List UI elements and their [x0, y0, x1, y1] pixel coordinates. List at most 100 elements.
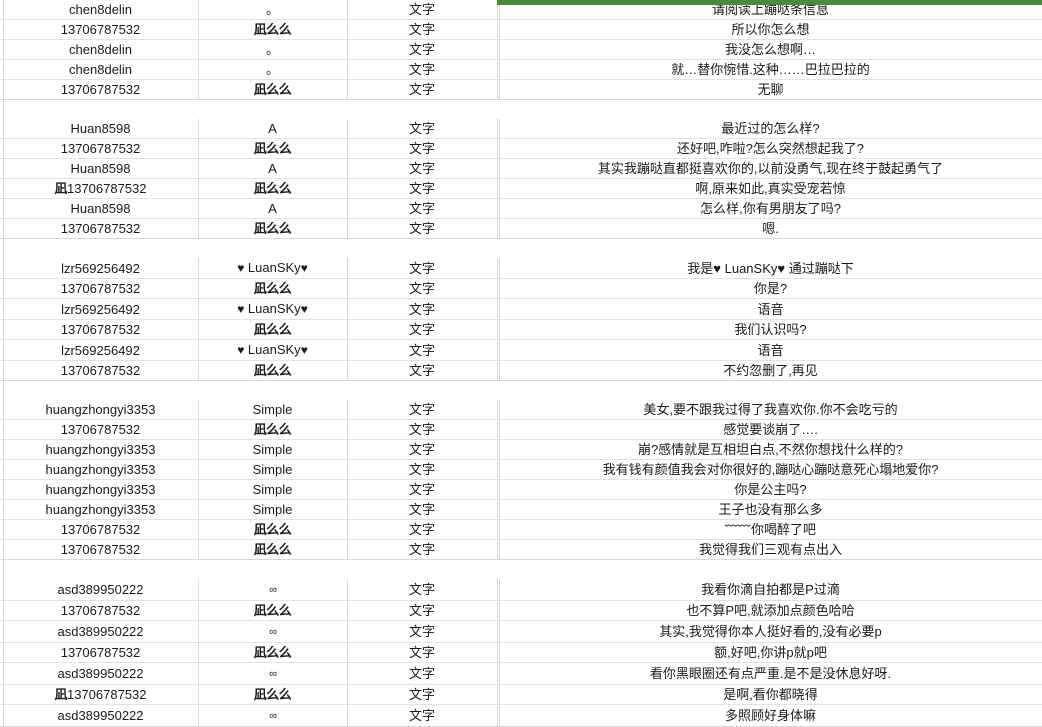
cell-message[interactable]: 美女,要不跟我过得了我喜欢你.你不会吃亏的 — [499, 400, 1042, 420]
cell-nickname[interactable]: A — [198, 119, 348, 139]
cell-account[interactable]: lzr569256492 — [2, 258, 199, 279]
cell-message-type[interactable]: 文字 — [347, 178, 498, 199]
empty-cell[interactable] — [347, 559, 497, 579]
cell-message[interactable]: 看你黑眼圈还有点严重.是不是没休息好呀. — [499, 662, 1042, 685]
empty-cell[interactable] — [3, 238, 198, 258]
cell-message-type[interactable]: 文字 — [347, 499, 498, 520]
table-row[interactable]: huangzhongyi3353 Simple 文字 你是公主吗? — [0, 479, 1042, 500]
table-row[interactable]: huangzhongyi3353 Simple 文字 王子也没有那么多 — [0, 499, 1042, 520]
empty-cell[interactable] — [497, 380, 499, 400]
cell-nickname[interactable]: 凪么么 — [198, 19, 348, 40]
empty-cell[interactable] — [3, 99, 198, 119]
cell-message-type[interactable]: 文字 — [347, 0, 498, 20]
cell-nickname[interactable]: Simple — [198, 439, 348, 460]
empty-cell[interactable] — [497, 559, 499, 579]
cell-account[interactable]: asd389950222 — [2, 704, 199, 727]
empty-cell[interactable] — [499, 380, 1042, 400]
empty-cell[interactable] — [3, 380, 198, 400]
cell-message[interactable]: 所以你怎么想 — [499, 19, 1042, 40]
cell-nickname[interactable]: Simple — [198, 499, 348, 520]
cell-nickname[interactable]: 。 — [198, 0, 348, 20]
cell-nickname[interactable]: ♥ LuanSKy♥ — [198, 339, 348, 361]
cell-account[interactable]: huangzhongyi3353 — [2, 400, 199, 420]
cell-account[interactable]: huangzhongyi3353 — [2, 479, 199, 500]
cell-nickname[interactable]: 凪么么 — [198, 600, 348, 621]
table-row[interactable]: 凪13706787532 凪么么 文字 啊,原来如此,真实受宠若惊 — [0, 178, 1042, 199]
empty-cell[interactable] — [497, 238, 499, 258]
cell-account[interactable]: huangzhongyi3353 — [2, 459, 199, 480]
cell-account[interactable]: 13706787532 — [2, 360, 199, 381]
cell-message[interactable]: 最近过的怎么样? — [499, 119, 1042, 139]
cell-message-type[interactable]: 文字 — [347, 339, 498, 361]
empty-cell[interactable] — [0, 559, 4, 579]
cell-nickname[interactable]: ∞ — [198, 704, 348, 727]
cell-message-type[interactable]: 文字 — [347, 439, 498, 460]
cell-account[interactable]: asd389950222 — [2, 579, 199, 601]
cell-message[interactable]: 额,好吧,你讲p就p吧 — [499, 642, 1042, 663]
cell-message-type[interactable]: 文字 — [347, 600, 498, 621]
cell-message-type[interactable]: 文字 — [347, 39, 498, 60]
cell-nickname[interactable]: A — [198, 158, 348, 179]
cell-account[interactable]: 13706787532 — [2, 79, 199, 100]
cell-message[interactable]: 我没怎么想啊… — [499, 39, 1042, 60]
empty-cell[interactable] — [347, 99, 497, 119]
cell-account[interactable]: lzr569256492 — [2, 298, 199, 320]
cell-message-type[interactable]: 文字 — [347, 319, 498, 340]
cell-message-type[interactable]: 文字 — [347, 138, 498, 159]
cell-message[interactable]: 你是? — [499, 278, 1042, 299]
cell-message-type[interactable]: 文字 — [347, 662, 498, 685]
cell-message-type[interactable]: 文字 — [347, 642, 498, 663]
cell-message-type[interactable]: 文字 — [347, 158, 498, 179]
cell-nickname[interactable]: 凪么么 — [198, 319, 348, 340]
table-row[interactable]: 13706787532 凪么么 文字 还好吧,咋啦?怎么突然想起我了? — [0, 138, 1042, 159]
table-row[interactable]: Huan8598 A 文字 最近过的怎么样? — [0, 119, 1042, 139]
empty-cell[interactable] — [499, 99, 1042, 119]
cell-message-type[interactable]: 文字 — [347, 278, 498, 299]
empty-cell[interactable] — [499, 559, 1042, 579]
empty-cell[interactable] — [497, 99, 499, 119]
cell-message-type[interactable]: 文字 — [347, 400, 498, 420]
cell-message-type[interactable]: 文字 — [347, 360, 498, 381]
cell-message[interactable]: 语音 — [499, 298, 1042, 320]
cell-message[interactable]: 其实,我觉得你本人挺好看的,没有必要p — [499, 620, 1042, 643]
cell-account[interactable]: huangzhongyi3353 — [2, 439, 199, 460]
cell-account[interactable]: Huan8598 — [2, 119, 199, 139]
table-row[interactable]: 13706787532 凪么么 文字 所以你怎么想 — [0, 19, 1042, 40]
cell-account[interactable]: 13706787532 — [2, 218, 199, 239]
cell-message-type[interactable]: 文字 — [347, 459, 498, 480]
cell-message[interactable]: 嗯. — [499, 218, 1042, 239]
empty-cell[interactable] — [0, 99, 4, 119]
table-row[interactable]: Huan8598 A 文字 怎么样,你有男朋友了吗? — [0, 198, 1042, 219]
cell-nickname[interactable]: 凪么么 — [198, 642, 348, 663]
cell-message-type[interactable]: 文字 — [347, 258, 498, 279]
cell-message-type[interactable]: 文字 — [347, 198, 498, 219]
cell-nickname[interactable]: 凪么么 — [198, 178, 348, 199]
cell-account[interactable]: huangzhongyi3353 — [2, 499, 199, 520]
cell-message[interactable]: 王子也没有那么多 — [499, 499, 1042, 520]
table-row[interactable]: huangzhongyi3353 Simple 文字 崩?感情就是互相坦白点,不然你想… — [0, 439, 1042, 460]
table-row[interactable]: 13706787532 凪么么 文字 无聊 — [0, 79, 1042, 100]
table-row[interactable]: huangzhongyi3353 Simple 文字 我有钱有颜值我会对你很好的,蹦哒… — [0, 459, 1042, 480]
table-row[interactable]: lzr569256492 ♥ LuanSKy♥ 文字 我是♥ LuanSKy♥ 通过蹦… — [0, 258, 1042, 279]
cell-account[interactable]: chen8delin — [2, 39, 199, 60]
cell-account[interactable]: chen8delin — [2, 0, 199, 20]
cell-message-type[interactable]: 文字 — [347, 79, 498, 100]
cell-account[interactable]: 13706787532 — [2, 319, 199, 340]
cell-nickname[interactable]: Simple — [198, 479, 348, 500]
cell-message[interactable]: 无聊 — [499, 79, 1042, 100]
cell-nickname[interactable]: Simple — [198, 400, 348, 420]
cell-account[interactable]: lzr569256492 — [2, 339, 199, 361]
cell-account[interactable]: 13706787532 — [2, 519, 199, 540]
cell-account[interactable]: asd389950222 — [2, 662, 199, 685]
empty-cell[interactable] — [198, 559, 347, 579]
cell-message[interactable]: ˘˘˘˘˘˘你喝醉了吧 — [499, 519, 1042, 540]
cell-account[interactable]: 13706787532 — [2, 419, 199, 440]
cell-message[interactable]: 你是公主吗? — [499, 479, 1042, 500]
empty-cell[interactable] — [198, 380, 347, 400]
empty-cell[interactable] — [347, 238, 497, 258]
cell-nickname[interactable]: 。 — [198, 39, 348, 60]
cell-account[interactable]: chen8delin — [2, 59, 199, 80]
table-row[interactable]: chen8delin。文字 我没怎么想啊… — [0, 39, 1042, 60]
cell-nickname[interactable]: 凪么么 — [198, 519, 348, 540]
cell-nickname[interactable]: ♥ LuanSKy♥ — [198, 258, 348, 279]
